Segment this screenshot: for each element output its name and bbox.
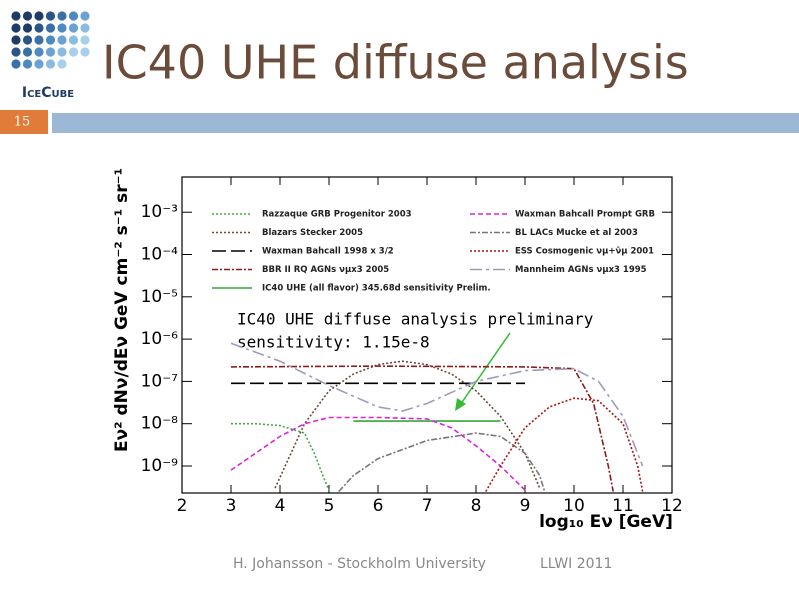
page-number-box	[0, 110, 48, 134]
logo	[11, 11, 90, 69]
header-bar	[52, 113, 799, 133]
logo-text: IceCube	[22, 85, 74, 101]
logo-dot	[11, 23, 21, 33]
logo-dot	[45, 23, 56, 33]
x-axis-label: log₁₀ Eν [GeV]	[539, 512, 673, 532]
logo-dot	[11, 47, 21, 57]
logo-dot	[34, 11, 44, 21]
legend-label: Mannheim AGNs νμx3 1995	[515, 265, 647, 275]
annotation: sensitivity: 1.15e-8	[237, 333, 430, 352]
logo-dot	[45, 59, 56, 69]
series-line	[231, 422, 330, 492]
logo-dot	[22, 35, 33, 45]
logo-dot	[11, 35, 21, 45]
logo-dot	[80, 47, 90, 57]
x-tick-label: 2	[177, 496, 188, 516]
logo-dot	[80, 35, 90, 45]
logo-dot	[22, 23, 33, 33]
x-tick-label: 11	[612, 496, 634, 516]
page-number: 15	[14, 115, 31, 130]
series-line	[485, 397, 644, 492]
x-tick-label: 7	[422, 496, 433, 516]
series-line	[230, 365, 614, 492]
logo-dot	[45, 11, 56, 21]
x-tick-label: 3	[226, 496, 237, 516]
series-line	[230, 342, 644, 467]
series-line	[274, 360, 541, 489]
logo-dot	[45, 35, 56, 45]
logo-dot	[57, 59, 67, 69]
logo-dot	[57, 35, 67, 45]
logo-dot	[22, 11, 33, 21]
logo-dot	[34, 59, 44, 69]
legend-label: Waxman Bahcall Prompt GRB	[515, 210, 655, 220]
y-tick-label: 10⁻⁵	[141, 287, 178, 307]
arrow	[457, 332, 511, 409]
x-tick-label: 12	[661, 496, 683, 516]
legend-label: IC40 UHE (all flavor) 345.68d sensitivit…	[262, 284, 491, 294]
logo-dot	[68, 35, 79, 45]
logo-dot	[57, 47, 67, 57]
footer-event: LLWI 2011	[540, 556, 612, 572]
x-tick-label: 9	[520, 496, 531, 516]
y-tick-label: 10⁻⁴	[141, 245, 179, 265]
arrow-head	[455, 398, 466, 411]
logo-dot	[11, 59, 21, 69]
logo-dot	[57, 23, 67, 33]
logo-dot	[68, 47, 79, 57]
logo-dot	[11, 11, 21, 21]
legend-label: BL LACs Mucke et al 2003	[515, 228, 638, 238]
y-tick-label: 10⁻⁶	[141, 329, 179, 349]
logo-dot	[57, 11, 67, 21]
legend-label: Razzaque GRB Progenitor 2003	[262, 210, 412, 220]
x-tick-label: 4	[275, 496, 286, 516]
series-line	[338, 432, 546, 493]
x-tick-label: 10	[563, 496, 585, 516]
y-tick-label: 10⁻⁹	[141, 456, 179, 476]
logo-dot	[34, 23, 44, 33]
x-tick-label: 8	[471, 496, 482, 516]
y-tick-label: 10⁻⁸	[141, 414, 179, 434]
annotation: IC40 UHE diffuse analysis preliminary	[237, 310, 594, 329]
footer-author: H. Johansson - Stockholm University	[233, 556, 486, 572]
x-tick-label: 5	[324, 496, 335, 516]
series-line	[230, 416, 526, 491]
y-axis-label: Eν² dNν/dEν GeV cm⁻² s⁻¹ sr⁻¹	[112, 168, 132, 452]
legend-label: Blazars Stecker 2005	[262, 228, 363, 238]
logo-dot	[80, 11, 90, 21]
legend-label: Waxman Bahcall 1998 x 3/2	[262, 247, 394, 257]
logo-dot	[68, 11, 79, 21]
logo-dot	[34, 47, 44, 57]
logo-dot	[22, 59, 33, 69]
y-tick-label: 10⁻⁷	[141, 371, 179, 391]
slide-title: IC40 UHE diffuse analysis	[102, 36, 689, 90]
logo-dot	[34, 35, 44, 45]
logo-dot	[22, 47, 33, 57]
logo-dot	[68, 23, 79, 33]
logo-dot	[80, 23, 90, 33]
x-tick-label: 6	[373, 496, 384, 516]
logo-dot	[45, 47, 56, 57]
legend-label: BBR II RQ AGNs νμx3 2005	[262, 265, 389, 275]
legend-label: ESS Cosmogenic νμ+ν̄μ 2001	[515, 247, 654, 257]
y-tick-label: 10⁻³	[141, 202, 178, 222]
